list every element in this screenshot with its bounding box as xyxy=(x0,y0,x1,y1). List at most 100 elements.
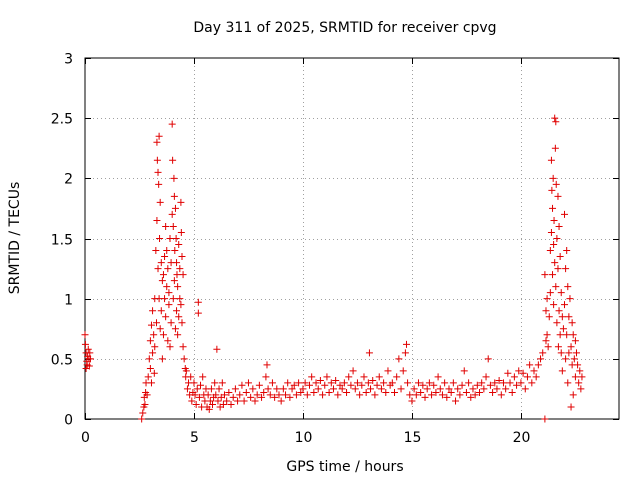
data-point xyxy=(428,391,436,399)
data-point xyxy=(195,393,203,401)
data-point xyxy=(334,391,342,399)
data-point xyxy=(177,301,185,309)
data-point xyxy=(161,253,169,261)
data-point xyxy=(430,381,438,389)
data-point xyxy=(211,379,219,387)
data-point xyxy=(262,373,270,381)
data-point xyxy=(577,385,585,393)
data-point xyxy=(526,361,534,369)
data-point xyxy=(173,271,181,279)
data-point xyxy=(168,210,176,218)
data-point xyxy=(553,235,561,242)
data-point xyxy=(569,331,577,339)
data-point xyxy=(155,180,163,188)
data-point xyxy=(263,361,271,369)
data-points xyxy=(81,114,586,423)
data-point xyxy=(154,168,162,176)
data-point xyxy=(553,319,561,327)
data-point xyxy=(264,385,272,393)
x-tick-label: 15 xyxy=(404,430,422,446)
data-point xyxy=(175,313,183,321)
data-point xyxy=(434,373,442,381)
data-point xyxy=(364,379,372,387)
data-point xyxy=(164,337,172,345)
data-point xyxy=(171,325,179,333)
data-point xyxy=(292,391,300,399)
data-point xyxy=(151,343,159,351)
data-point xyxy=(362,389,370,397)
data-point xyxy=(351,385,359,393)
data-point xyxy=(561,301,569,309)
data-point xyxy=(425,379,433,387)
data-point xyxy=(175,241,183,249)
data-point xyxy=(551,114,559,122)
data-point xyxy=(523,373,531,381)
data-point xyxy=(149,307,157,315)
data-point xyxy=(213,345,221,353)
data-point xyxy=(282,391,290,399)
data-point xyxy=(86,349,94,357)
data-point xyxy=(165,301,173,309)
data-point xyxy=(273,385,281,393)
data-point xyxy=(443,393,451,401)
y-tick-label: 3 xyxy=(64,52,73,68)
data-point xyxy=(143,391,151,399)
data-point xyxy=(251,397,259,405)
data-point xyxy=(384,367,392,375)
data-point xyxy=(177,228,185,236)
data-point xyxy=(504,369,512,377)
data-point xyxy=(441,379,449,387)
data-point xyxy=(399,367,407,375)
data-point xyxy=(360,373,368,381)
data-point xyxy=(152,247,160,255)
data-point xyxy=(462,389,470,397)
data-point xyxy=(279,385,287,393)
data-point xyxy=(159,331,167,339)
data-point xyxy=(570,355,578,363)
data-point xyxy=(495,376,503,384)
data-point xyxy=(236,391,244,399)
chart-title: Day 311 of 2025, SRMTID for receiver cpv… xyxy=(193,20,496,36)
data-point xyxy=(460,367,468,375)
data-point xyxy=(554,265,562,273)
data-point xyxy=(144,373,152,381)
data-point xyxy=(253,391,261,399)
data-point xyxy=(312,379,320,387)
data-point xyxy=(510,373,518,381)
data-point xyxy=(506,379,514,387)
x-tick-label: 5 xyxy=(190,430,199,446)
data-point xyxy=(158,277,166,285)
x-tick-label: 20 xyxy=(513,430,531,446)
data-point xyxy=(178,319,186,327)
data-point xyxy=(388,379,396,387)
data-point xyxy=(412,391,420,399)
data-point xyxy=(178,253,186,261)
data-point xyxy=(165,289,173,297)
data-point xyxy=(167,319,175,327)
data-point xyxy=(82,364,90,372)
data-point xyxy=(497,391,505,399)
data-point xyxy=(557,289,565,297)
data-point xyxy=(155,132,163,140)
data-point xyxy=(234,397,242,405)
data-point xyxy=(486,381,494,389)
data-point xyxy=(173,307,181,315)
data-point xyxy=(549,204,557,212)
data-point xyxy=(190,379,198,387)
data-point xyxy=(417,389,425,397)
data-point xyxy=(157,259,165,267)
data-point xyxy=(147,379,155,387)
data-point xyxy=(163,247,171,255)
data-point xyxy=(173,259,181,267)
data-point xyxy=(179,343,187,351)
data-point xyxy=(432,389,440,397)
data-point xyxy=(552,180,560,188)
data-point xyxy=(345,373,353,381)
data-point xyxy=(170,174,178,182)
data-point xyxy=(556,331,564,339)
data-point xyxy=(84,345,92,353)
data-point xyxy=(575,379,583,387)
data-point xyxy=(206,397,214,405)
data-point xyxy=(521,385,529,393)
data-point xyxy=(183,385,191,393)
